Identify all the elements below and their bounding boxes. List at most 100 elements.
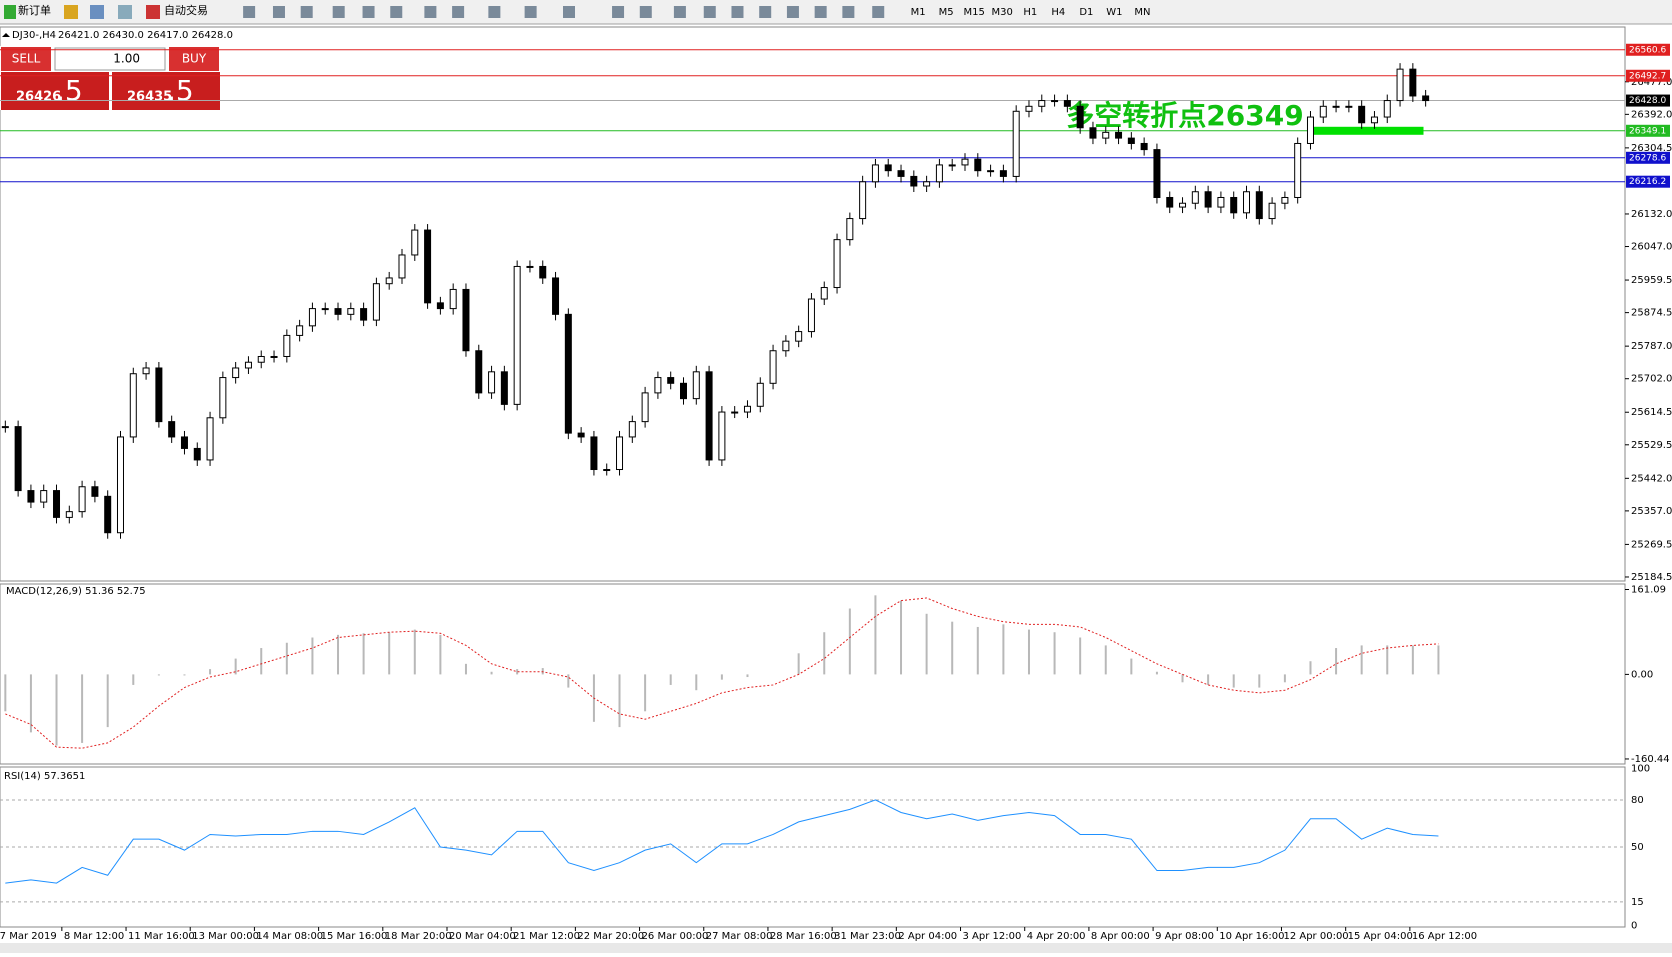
price-label: 25959.5 — [1631, 275, 1672, 286]
candle — [871, 164, 879, 183]
new-order-button[interactable]: 新订单 — [18, 3, 51, 17]
candle — [219, 377, 227, 419]
candle — [398, 254, 406, 279]
candle — [104, 495, 112, 534]
toolbar-icon[interactable] — [488, 6, 501, 18]
candle — [257, 355, 265, 363]
timeframe-button[interactable]: D1 — [1079, 7, 1093, 18]
rsi-tick-label: 50 — [1631, 842, 1644, 853]
lot-size[interactable]: 1.00 — [113, 52, 140, 66]
toolbar-icon[interactable] — [64, 5, 78, 19]
toolbar-icon[interactable] — [731, 6, 744, 18]
toolbar-icon[interactable] — [424, 6, 437, 18]
candle — [820, 287, 828, 300]
macd-bar — [823, 632, 826, 675]
toolbar-icon[interactable] — [452, 6, 465, 18]
x-label: 21 Mar 12:00 — [513, 931, 580, 942]
toolbar-icon[interactable] — [362, 6, 375, 18]
toolbar-icon[interactable] — [524, 6, 537, 18]
candle — [1281, 196, 1289, 204]
timeframe-button[interactable]: M15 — [963, 7, 984, 18]
buy-button[interactable] — [169, 47, 219, 71]
trade-panel: SELL 1.00 BUY 26426 .5 26435 .5 — [0, 46, 220, 110]
candle — [590, 436, 598, 471]
toolbar-icon[interactable] — [90, 5, 104, 19]
candle — [1422, 95, 1430, 102]
toolbar-icon[interactable] — [703, 6, 716, 18]
macd-bar — [1335, 648, 1338, 675]
macd-bar — [464, 663, 467, 675]
timeframe-button[interactable]: M30 — [992, 7, 1013, 18]
x-label: 15 Mar 16:00 — [321, 931, 388, 942]
level-label: 26216.2 — [1629, 177, 1666, 187]
timeframe-button[interactable]: W1 — [1106, 7, 1122, 18]
candle — [1179, 202, 1187, 208]
candle — [411, 229, 419, 256]
timeframe-button[interactable]: H1 — [1023, 7, 1037, 18]
candle — [475, 350, 483, 394]
toolbar-icon[interactable] — [563, 6, 576, 18]
toolbar-icon[interactable] — [639, 6, 652, 18]
candle — [1409, 68, 1417, 97]
candle — [1063, 100, 1071, 107]
toolbar-icon[interactable] — [332, 6, 345, 18]
macd-bar — [413, 629, 416, 675]
new-order-icon[interactable] — [4, 5, 16, 19]
x-label: 10 Apr 16:00 — [1219, 931, 1284, 942]
candle — [679, 382, 687, 400]
toolbar-icon[interactable] — [673, 6, 686, 18]
toolbar-icon[interactable] — [814, 6, 827, 18]
macd-bar — [1079, 637, 1082, 675]
lot-input[interactable] — [54, 47, 166, 71]
ask-box[interactable] — [112, 72, 220, 110]
candle — [1217, 196, 1225, 208]
macd-bar — [285, 642, 288, 675]
macd-bar — [311, 637, 314, 675]
macd-bar — [1309, 661, 1312, 675]
level-tag — [1626, 94, 1670, 107]
toolbar-icon[interactable] — [786, 6, 799, 18]
timeframe-button[interactable]: H4 — [1051, 7, 1065, 18]
rsi-tick-label: 80 — [1631, 795, 1644, 806]
macd-bar — [1181, 674, 1184, 683]
candle — [270, 355, 278, 358]
toolbar-icon[interactable] — [300, 6, 313, 18]
bid-box[interactable] — [1, 72, 109, 110]
timeframe-button[interactable]: M1 — [911, 7, 926, 18]
macd-bar — [1258, 674, 1261, 688]
candle — [385, 277, 393, 285]
sell-label[interactable]: SELL — [12, 52, 41, 66]
x-label: 3 Apr 12:00 — [963, 931, 1022, 942]
macd-bar — [541, 668, 544, 675]
candle — [513, 265, 521, 405]
price-label: 25702.0 — [1631, 374, 1672, 385]
candle — [539, 265, 547, 279]
x-label: 16 Apr 12:00 — [1412, 931, 1477, 942]
candle — [935, 164, 943, 183]
auto-trading-icon[interactable] — [146, 5, 160, 19]
price-label: 26047.0 — [1631, 242, 1672, 253]
sell-button[interactable] — [1, 47, 51, 71]
level-label: 26492.7 — [1629, 71, 1666, 81]
timeframe-button[interactable]: MN — [1134, 7, 1150, 18]
toolbar-icon[interactable] — [390, 6, 403, 18]
candle — [769, 350, 777, 384]
x-label: 18 Mar 20:00 — [385, 931, 452, 942]
toolbar-icon[interactable] — [612, 6, 625, 18]
level-label: 26428.0 — [1629, 96, 1666, 106]
candle — [743, 405, 751, 413]
candle — [1191, 191, 1199, 204]
buy-label[interactable]: BUY — [182, 52, 207, 66]
toolbar-icon[interactable] — [118, 5, 132, 19]
toolbar-icon[interactable] — [272, 6, 285, 18]
x-label: 27 Mar 08:00 — [706, 931, 773, 942]
toolbar-icon[interactable] — [243, 6, 256, 18]
price-label: 25614.5 — [1631, 407, 1672, 418]
toolbar-icon[interactable] — [872, 6, 885, 18]
toolbar-icon[interactable] — [842, 6, 855, 18]
auto-trading-button[interactable]: 自动交易 — [164, 3, 208, 17]
toolbar-icon[interactable] — [759, 6, 772, 18]
x-label: 8 Mar 12:00 — [64, 931, 124, 942]
candle — [1255, 191, 1263, 220]
timeframe-button[interactable]: M5 — [939, 7, 954, 18]
